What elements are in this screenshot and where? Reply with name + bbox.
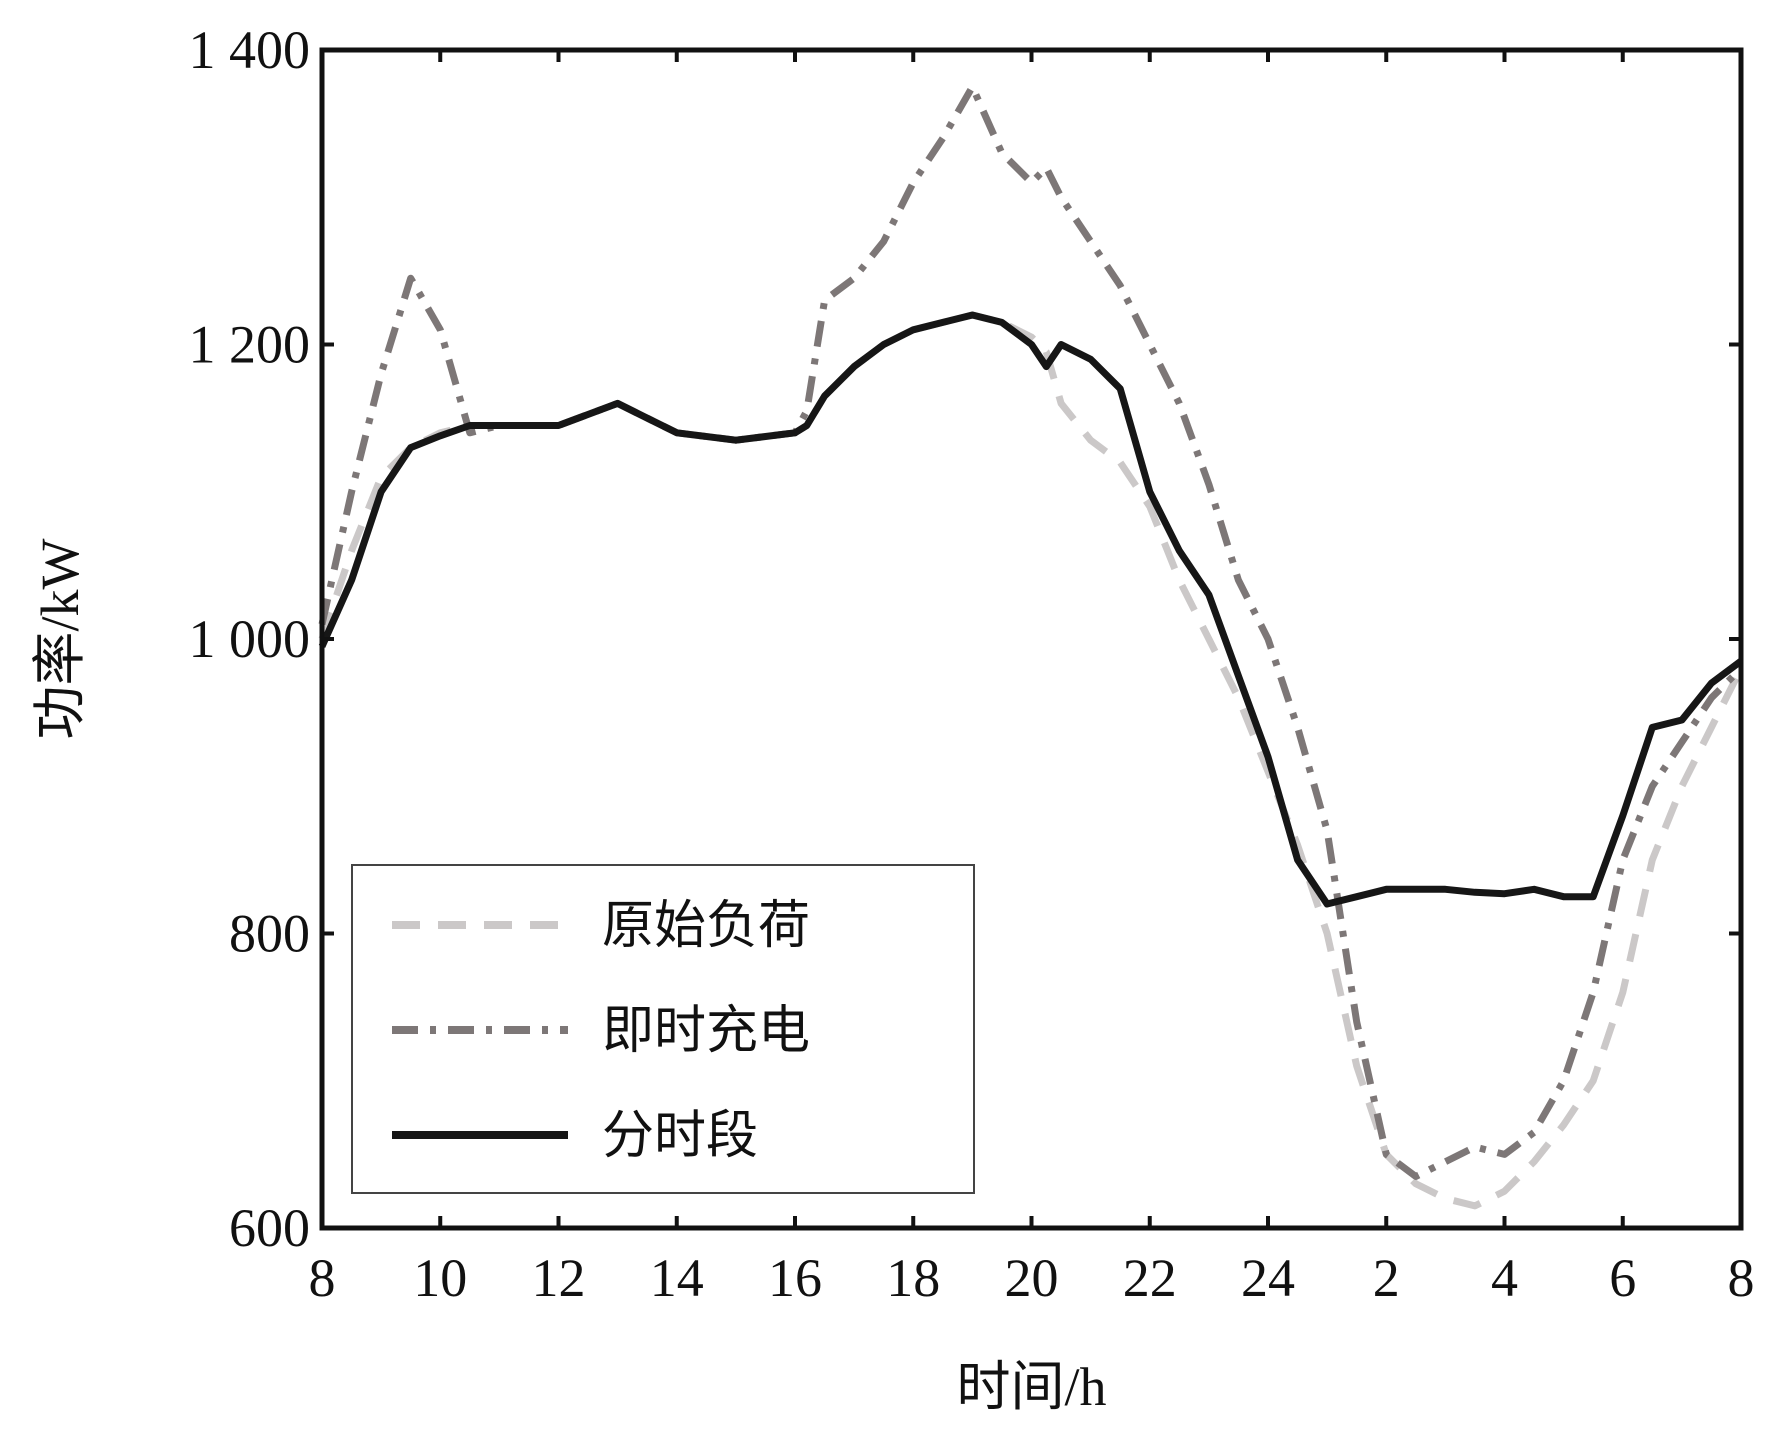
y-tick-label: 1 400 xyxy=(189,20,311,80)
y-tick-label: 1 200 xyxy=(189,315,311,375)
y-tick-label: 1 000 xyxy=(189,609,311,669)
y-axis-title: 功率/kW xyxy=(30,538,90,739)
series-line-3 xyxy=(318,311,1744,908)
plot-lines xyxy=(318,83,1745,1210)
x-tick-label: 4 xyxy=(1491,1248,1518,1308)
x-tick-label: 2 xyxy=(1373,1248,1400,1308)
axis-ticks xyxy=(320,48,1743,1230)
x-tick-label: 22 xyxy=(1123,1248,1177,1308)
x-tick-label: 14 xyxy=(650,1248,704,1308)
y-tick-label: 800 xyxy=(229,904,310,964)
x-tick-labels: 8 10 12 14 16 18 20 22 24 2 4 6 8 xyxy=(309,1248,1755,1308)
legend-label: 分时段 xyxy=(602,1106,758,1166)
legend-label: 即时充电 xyxy=(602,1001,810,1061)
x-tick-label: 10 xyxy=(413,1248,467,1308)
x-axis-title: 时间/h xyxy=(956,1357,1106,1417)
x-tick-label: 20 xyxy=(1005,1248,1059,1308)
x-tick-label: 24 xyxy=(1241,1248,1295,1308)
x-tick-label: 8 xyxy=(309,1248,336,1308)
x-tick-label: 18 xyxy=(886,1248,940,1308)
x-tick-label: 16 xyxy=(768,1248,822,1308)
x-tick-label: 6 xyxy=(1609,1248,1636,1308)
x-tick-label: 8 xyxy=(1728,1248,1755,1308)
legend-label: 原始负荷 xyxy=(602,896,810,956)
y-tick-label: 600 xyxy=(229,1198,310,1258)
series-line-1 xyxy=(318,311,1745,1210)
x-tick-label: 12 xyxy=(532,1248,586,1308)
y-tick-labels: 600 800 1 000 1 200 1 400 xyxy=(189,20,311,1258)
